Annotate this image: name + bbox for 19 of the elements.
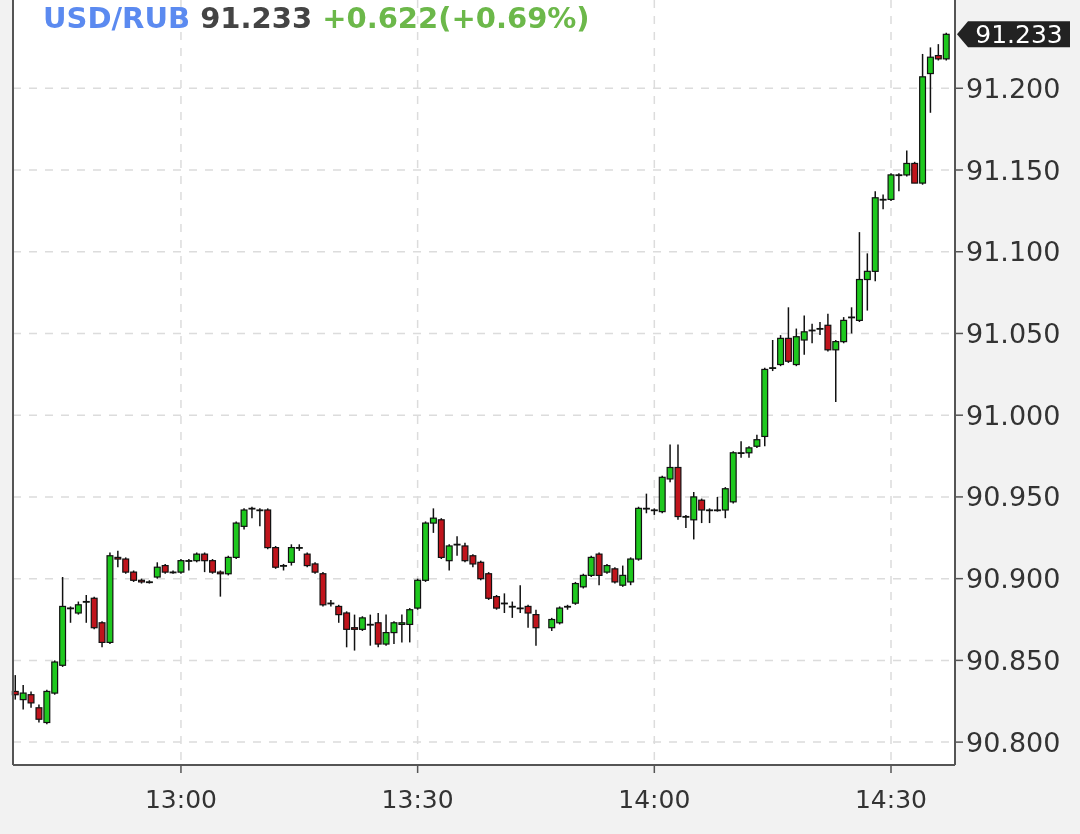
x-tick-label: 13:30 (381, 785, 454, 814)
y-tick-label: 90.950 (966, 481, 1061, 513)
x-tick-label: 14:30 (854, 785, 928, 814)
annotation: +0.622(+0.69%) (322, 1, 590, 35)
x-tick-label: 13:00 (144, 785, 217, 814)
y-tick-label: 91.050 (966, 317, 1061, 349)
candlestick (532, 608, 540, 647)
y-tick-label: 91.200 (966, 72, 1061, 104)
y-tick-label: 91.100 (966, 236, 1061, 268)
y-tick-label: 90.900 (966, 563, 1061, 595)
chart-title: USD/RUB (43, 1, 191, 35)
y-tick-label: 91.000 (966, 399, 1061, 431)
y-tick-label: 91.150 (966, 154, 1061, 186)
x-tick-label: 14:00 (618, 785, 691, 814)
chart-subtitle: 91.233 (200, 1, 313, 35)
text: 91.233 (975, 19, 1063, 49)
y-tick-label: 90.800 (966, 726, 1061, 758)
y-tick-label: 90.850 (966, 644, 1061, 676)
candlestick (769, 339, 777, 372)
